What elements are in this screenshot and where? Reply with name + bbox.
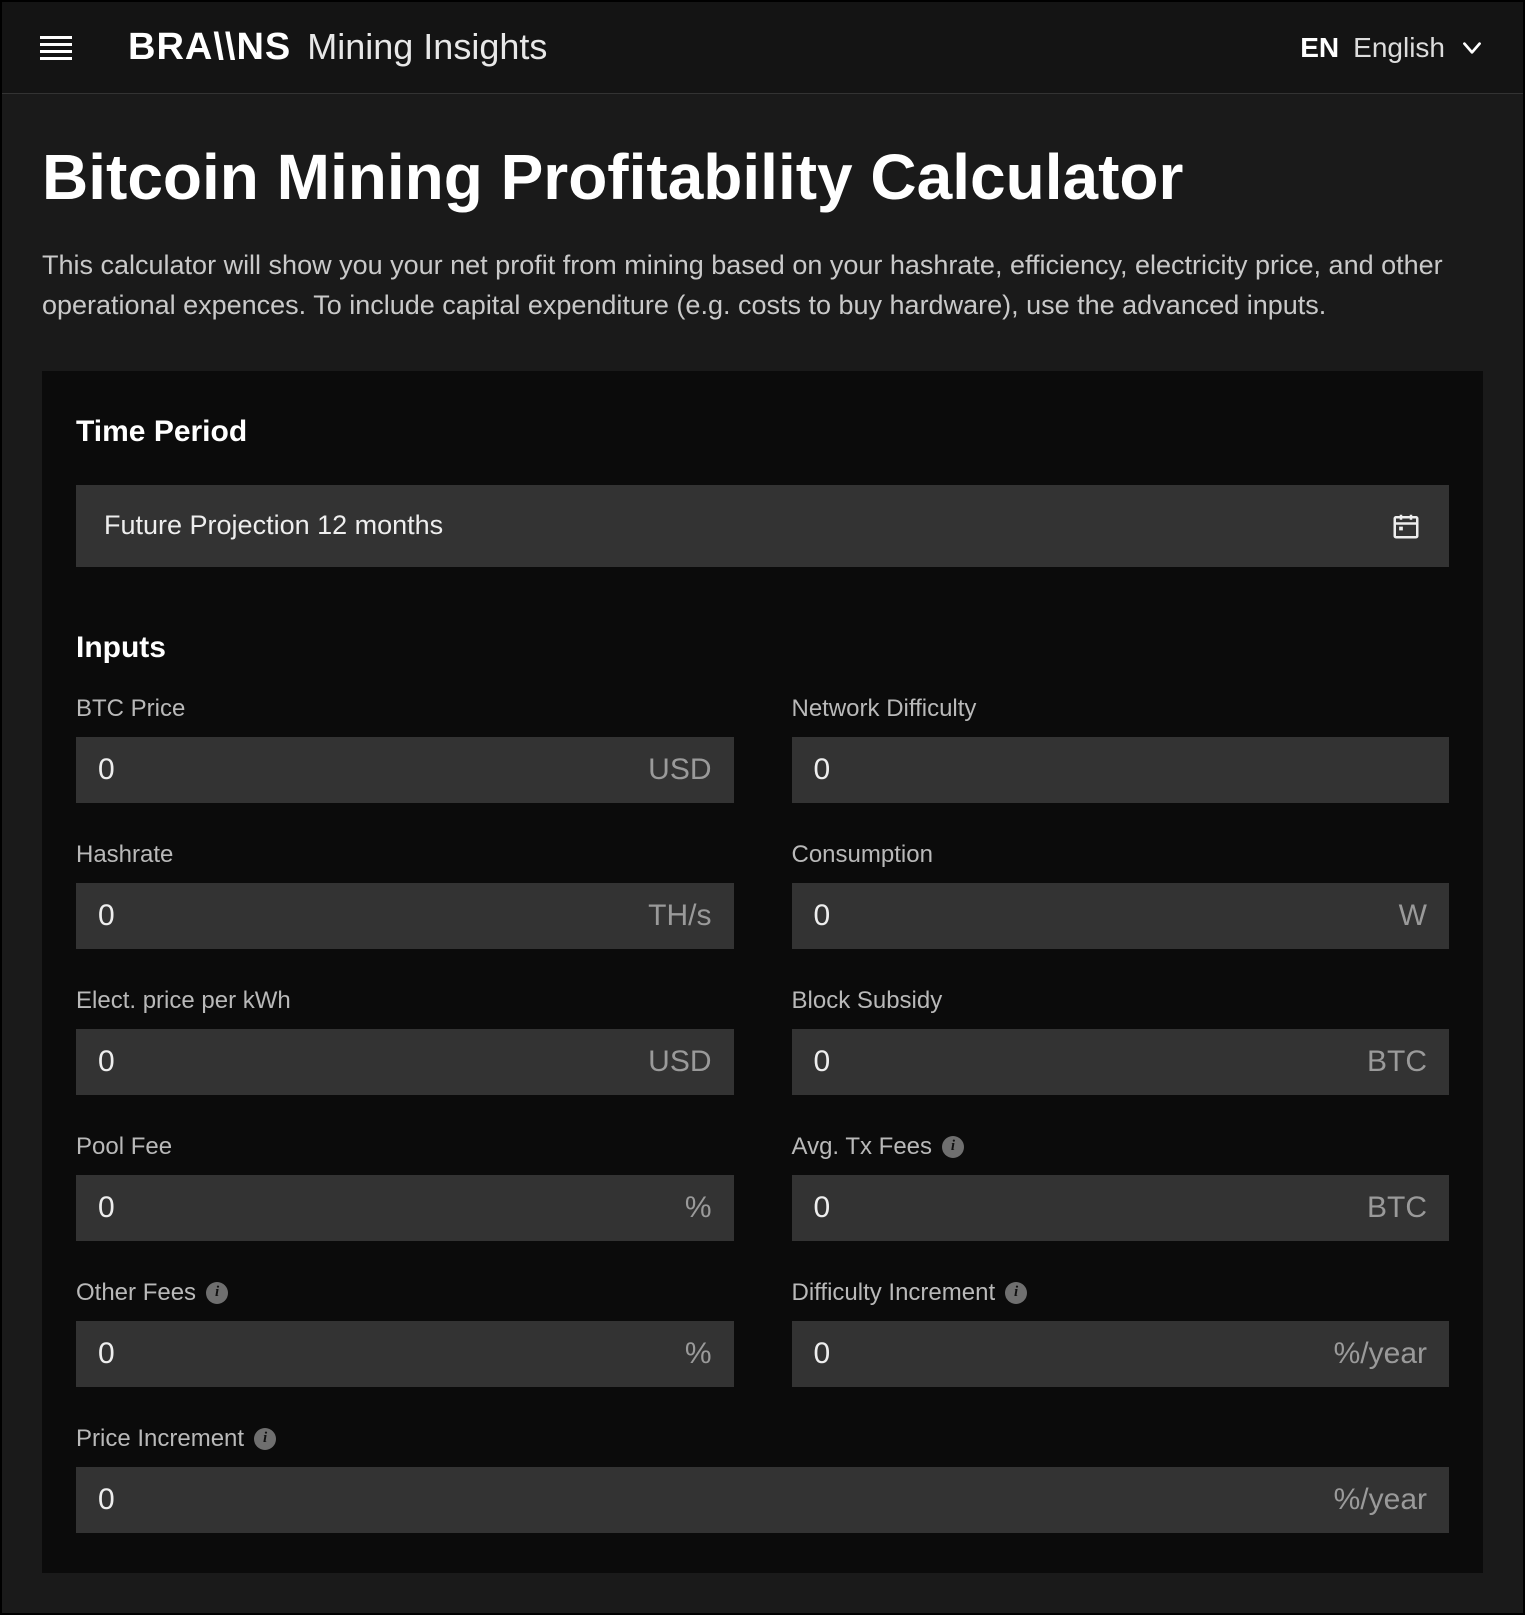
field-price-increment: Price Increment i %/year (76, 1425, 1449, 1533)
btc-price-input-box: USD (76, 737, 734, 803)
pool-fee-input[interactable] (98, 1191, 466, 1225)
elect-price-label: Elect. price per kWh (76, 987, 291, 1015)
difficulty-increment-input[interactable] (814, 1337, 1182, 1371)
info-icon[interactable]: i (942, 1136, 964, 1158)
field-elect-price: Elect. price per kWh USD (76, 987, 734, 1095)
field-pool-fee: Pool Fee % (76, 1133, 734, 1241)
field-other-fees: Other Fees i % (76, 1279, 734, 1387)
brand[interactable]: BRA\\NS Mining Insights (128, 26, 547, 69)
time-period-value: Future Projection 12 months (104, 510, 443, 541)
avg-tx-fees-unit: BTC (1367, 1191, 1427, 1225)
language-selector[interactable]: EN English (1300, 32, 1485, 64)
price-increment-input[interactable] (98, 1483, 895, 1517)
language-code: EN (1300, 32, 1339, 64)
info-icon[interactable]: i (206, 1282, 228, 1304)
price-increment-label: Price Increment (76, 1425, 244, 1453)
topbar: BRA\\NS Mining Insights EN English (2, 2, 1523, 94)
elect-price-unit: USD (648, 1045, 711, 1079)
brand-logo: BRA\\NS (128, 26, 291, 69)
consumption-unit: W (1399, 899, 1427, 933)
consumption-input-box: W (792, 883, 1450, 949)
page-title: Bitcoin Mining Profitability Calculator (42, 142, 1483, 212)
other-fees-label: Other Fees (76, 1279, 196, 1307)
topbar-left: BRA\\NS Mining Insights (40, 26, 547, 69)
hashrate-input[interactable] (98, 899, 466, 933)
block-subsidy-input[interactable] (814, 1045, 1182, 1079)
avg-tx-fees-label: Avg. Tx Fees (792, 1133, 933, 1161)
avg-tx-fees-input[interactable] (814, 1191, 1182, 1225)
language-name: English (1353, 32, 1445, 64)
elect-price-input[interactable] (98, 1045, 466, 1079)
calendar-icon (1391, 511, 1421, 541)
hashrate-unit: TH/s (648, 899, 711, 933)
inputs-grid: BTC Price USD Network Difficulty (76, 695, 1449, 1533)
time-period-field[interactable]: Future Projection 12 months (76, 485, 1449, 567)
field-btc-price: BTC Price USD (76, 695, 734, 803)
price-increment-unit: %/year (1334, 1483, 1427, 1517)
page-body: Bitcoin Mining Profitability Calculator … (2, 94, 1523, 1613)
network-difficulty-label: Network Difficulty (792, 695, 977, 723)
brand-subtitle: Mining Insights (307, 26, 547, 68)
hashrate-input-box: TH/s (76, 883, 734, 949)
menu-icon[interactable] (40, 36, 72, 60)
page-description: This calculator will show you your net p… (42, 246, 1483, 324)
field-hashrate: Hashrate TH/s (76, 841, 734, 949)
difficulty-increment-unit: %/year (1334, 1337, 1427, 1371)
other-fees-unit: % (685, 1337, 712, 1371)
btc-price-input[interactable] (98, 753, 466, 787)
btc-price-unit: USD (648, 753, 711, 787)
info-icon[interactable]: i (254, 1428, 276, 1450)
block-subsidy-label: Block Subsidy (792, 987, 943, 1015)
difficulty-increment-label: Difficulty Increment (792, 1279, 996, 1307)
chevron-down-icon (1459, 35, 1485, 61)
btc-price-label: BTC Price (76, 695, 185, 723)
pool-fee-label: Pool Fee (76, 1133, 172, 1161)
info-icon[interactable]: i (1005, 1282, 1027, 1304)
elect-price-input-box: USD (76, 1029, 734, 1095)
field-avg-tx-fees: Avg. Tx Fees i BTC (792, 1133, 1450, 1241)
field-consumption: Consumption W (792, 841, 1450, 949)
field-network-difficulty: Network Difficulty (792, 695, 1450, 803)
time-period-heading: Time Period (76, 415, 1449, 449)
inputs-heading: Inputs (76, 631, 1449, 665)
avg-tx-fees-input-box: BTC (792, 1175, 1450, 1241)
field-difficulty-increment: Difficulty Increment i %/year (792, 1279, 1450, 1387)
difficulty-increment-input-box: %/year (792, 1321, 1450, 1387)
price-increment-input-box: %/year (76, 1467, 1449, 1533)
pool-fee-unit: % (685, 1191, 712, 1225)
network-difficulty-input[interactable] (814, 753, 1182, 787)
app-frame: BRA\\NS Mining Insights EN English Bitco… (0, 0, 1525, 1615)
other-fees-input-box: % (76, 1321, 734, 1387)
pool-fee-input-box: % (76, 1175, 734, 1241)
field-block-subsidy: Block Subsidy BTC (792, 987, 1450, 1095)
other-fees-input[interactable] (98, 1337, 466, 1371)
hashrate-label: Hashrate (76, 841, 173, 869)
consumption-label: Consumption (792, 841, 933, 869)
network-difficulty-input-box (792, 737, 1450, 803)
calculator-card: Time Period Future Projection 12 months … (42, 371, 1483, 1573)
block-subsidy-input-box: BTC (792, 1029, 1450, 1095)
consumption-input[interactable] (814, 899, 1182, 933)
block-subsidy-unit: BTC (1367, 1045, 1427, 1079)
